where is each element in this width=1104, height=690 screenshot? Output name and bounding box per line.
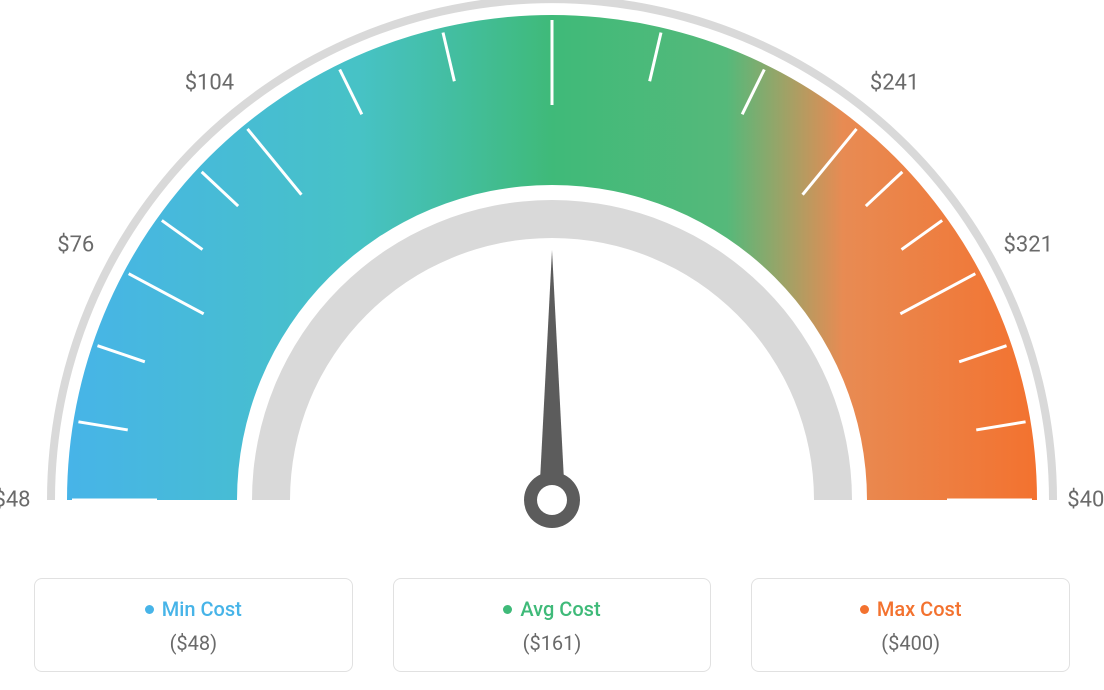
legend-title-avg: Avg Cost: [503, 597, 600, 621]
gauge-tick-label: $48: [0, 488, 31, 513]
legend-card-min: Min Cost ($48): [34, 578, 353, 672]
legend-label-min: Min Cost: [162, 597, 242, 621]
legend-value-avg: ($161): [404, 631, 701, 655]
legend-title-max: Max Cost: [860, 597, 962, 621]
legend-label-avg: Avg Cost: [520, 597, 600, 621]
gauge-svg: [0, 0, 1104, 560]
legend-label-max: Max Cost: [877, 597, 962, 621]
gauge-tick-label: $104: [185, 70, 234, 95]
legend-dot-avg: [503, 605, 512, 614]
legend-dot-max: [860, 605, 869, 614]
legend-card-max: Max Cost ($400): [751, 578, 1070, 672]
gauge-tick-label: $400: [1067, 488, 1104, 513]
legend-dot-min: [145, 605, 154, 614]
cost-gauge-chart: $48$76$104$161$241$321$400: [0, 0, 1104, 560]
legend-title-min: Min Cost: [145, 597, 242, 621]
gauge-tick-label: $76: [57, 233, 94, 258]
legend-card-avg: Avg Cost ($161): [393, 578, 712, 672]
gauge-tick-label: $241: [870, 70, 919, 95]
legend-value-min: ($48): [45, 631, 342, 655]
legend-row: Min Cost ($48) Avg Cost ($161) Max Cost …: [0, 578, 1104, 672]
legend-value-max: ($400): [762, 631, 1059, 655]
gauge-tick-label: $321: [1004, 233, 1053, 258]
